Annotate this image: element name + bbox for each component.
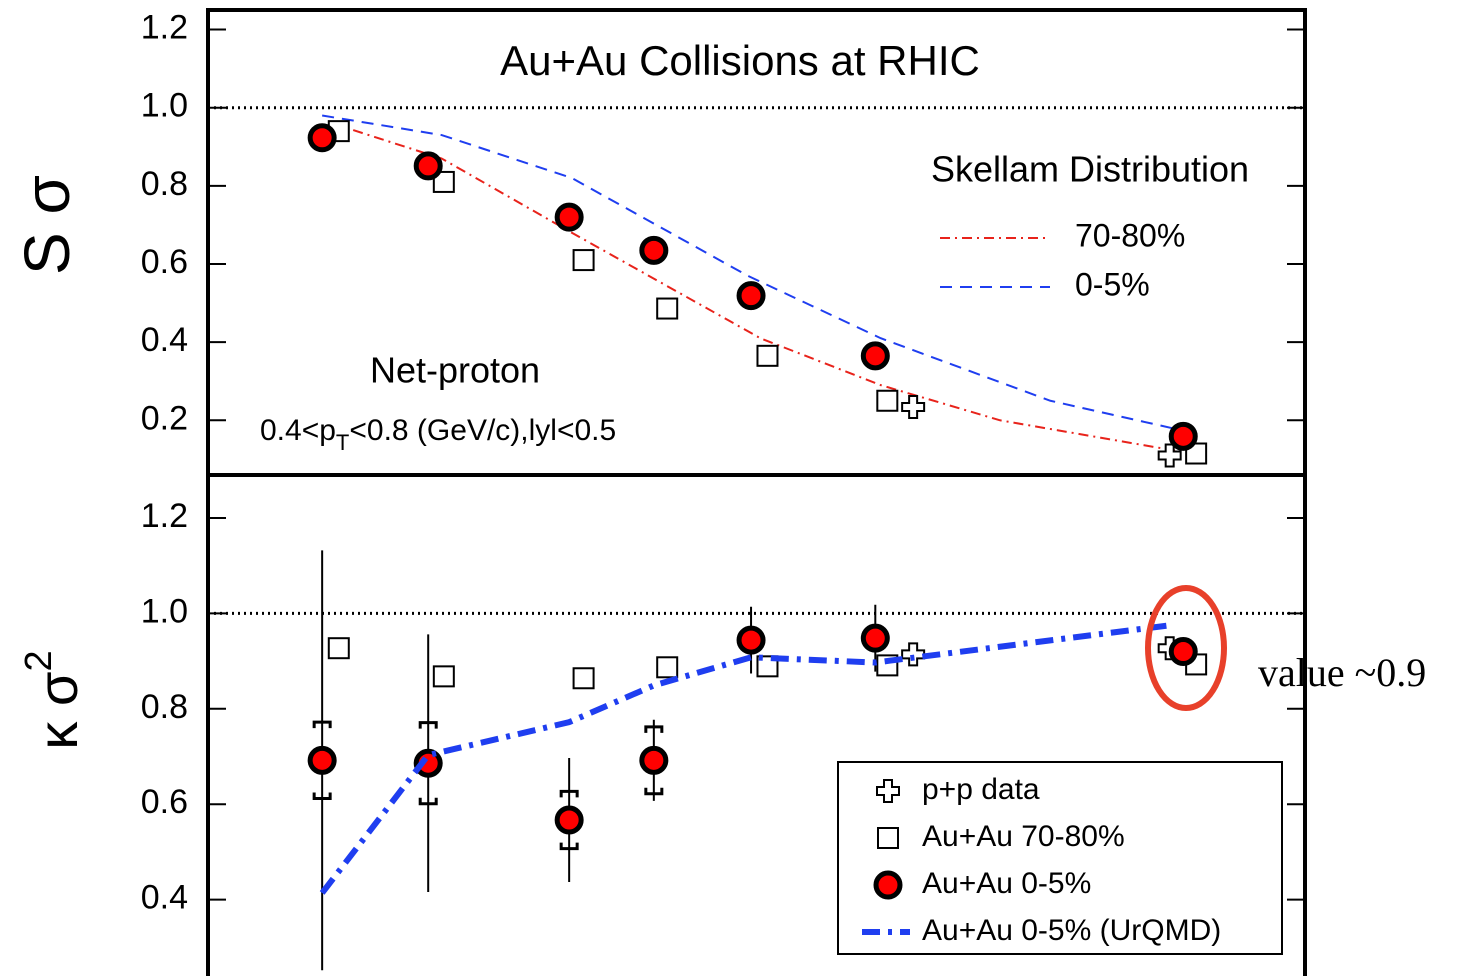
legend-label: Au+Au 0-5% (UrQMD) xyxy=(922,914,1221,947)
y-tick-label: 1.2 xyxy=(141,497,188,535)
line-series xyxy=(319,622,1171,895)
marker-square xyxy=(876,389,899,412)
marker-square xyxy=(877,827,899,849)
legend-title: Skellam Distribution xyxy=(931,149,1249,190)
sys-error xyxy=(418,721,438,806)
y-tick-label: 0.4 xyxy=(141,879,188,917)
y-tick-label: 0.8 xyxy=(141,165,188,203)
annotation: value ~0.9 xyxy=(1258,650,1426,695)
marker-square xyxy=(656,656,679,679)
marker-circle xyxy=(413,748,443,778)
marker-square xyxy=(327,637,350,660)
marker-circle xyxy=(413,151,443,181)
legend-label: Au+Au 70-80% xyxy=(922,820,1125,853)
annotation-part: <0.8 (GeV/c),lyl<0.5 xyxy=(349,414,616,447)
y-tick-label: 0.4 xyxy=(141,321,188,359)
annotation-part: T xyxy=(336,430,349,455)
marker-square xyxy=(756,344,779,367)
marker-circle xyxy=(1168,637,1198,667)
marker-plus xyxy=(901,642,926,667)
y-tick-label: 0.6 xyxy=(141,783,188,821)
y-axis-label: S σ xyxy=(11,175,83,275)
marker-square xyxy=(432,665,455,688)
marker-plus xyxy=(901,395,926,420)
marker-square xyxy=(432,170,455,193)
y-axis-label-part: 2 xyxy=(18,650,60,671)
marker-circle xyxy=(639,235,669,265)
marker-circle xyxy=(1168,421,1198,451)
marker-square xyxy=(572,667,595,690)
highlight-ellipse xyxy=(1145,585,1227,711)
marker-circle xyxy=(554,202,584,232)
marker-circle xyxy=(307,123,337,153)
y-tick-label: 1.2 xyxy=(141,9,188,47)
legend-label: Au+Au 0-5% xyxy=(922,867,1091,900)
marker-square xyxy=(756,655,779,678)
marker-circle xyxy=(873,870,903,900)
y-tick-label: 0.8 xyxy=(141,688,188,726)
line-series xyxy=(321,114,1181,432)
panel: 0.2 0.4 0.6 0.8 1.0 1.2 S σ Au+Au Collisions at… xyxy=(11,8,1307,477)
marker-circle xyxy=(736,281,766,311)
marker-circle xyxy=(307,745,337,775)
marker-plus xyxy=(1157,443,1182,468)
marker-circle xyxy=(554,805,584,835)
sys-error xyxy=(644,725,664,796)
chart-title: Au+Au Collisions at RHIC xyxy=(500,37,980,84)
legend-label: 70-80% xyxy=(1075,217,1185,253)
y-tick-label: 1.0 xyxy=(141,592,188,630)
marker-square xyxy=(572,249,595,272)
annotation: Net-proton xyxy=(370,350,540,391)
plot-frame xyxy=(206,473,1307,976)
y-tick-label: 0.6 xyxy=(141,243,188,281)
marker-plus xyxy=(876,779,900,803)
marker-square xyxy=(656,297,679,320)
panel: 0.4 0.6 0.8 1.0 1.2 κ σ2 p+p data Au+Au 70-80% A… xyxy=(18,473,1426,976)
sys-error xyxy=(312,720,332,801)
y-axis-label-part: κ σ xyxy=(26,672,89,750)
y-tick-label: 1.0 xyxy=(141,87,188,125)
marker-circle xyxy=(736,625,766,655)
line-series xyxy=(331,122,1181,453)
marker-circle xyxy=(639,745,669,775)
y-axis-label-part: S σ xyxy=(11,175,83,275)
annotation-part: 0.4<p xyxy=(260,414,336,447)
marker-circle xyxy=(860,623,890,653)
sys-error xyxy=(559,789,579,851)
y-axis-label: κ σ2 xyxy=(18,650,89,749)
legend-box xyxy=(837,761,1283,955)
marker-square xyxy=(1185,442,1208,465)
legend-label: p+p data xyxy=(922,773,1040,806)
legend-label: 0-5% xyxy=(1075,266,1150,302)
y-tick-label: 0.2 xyxy=(141,399,188,437)
marker-circle xyxy=(860,341,890,371)
annotation: 0.4<pT<0.8 (GeV/c),lyl<0.5 xyxy=(260,414,616,455)
